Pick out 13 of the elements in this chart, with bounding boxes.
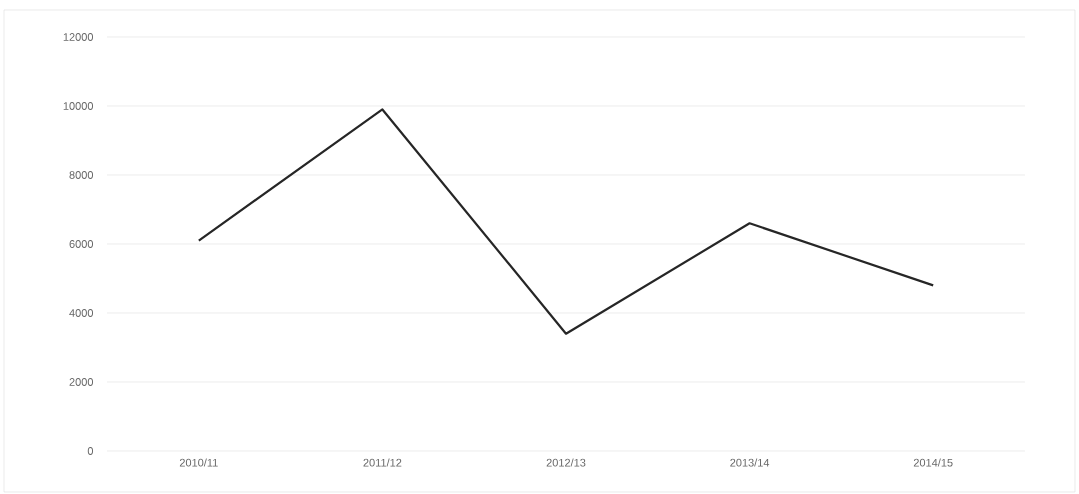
x-tick-label: 2013/14 (730, 458, 770, 467)
x-tick-label: 2010/11 (179, 458, 218, 467)
x-tick-label: 2011/12 (363, 458, 402, 467)
y-tick-label: 0 (87, 447, 94, 455)
line-series (197, 108, 935, 335)
y-tick-label: 8000 (69, 171, 94, 179)
x-tick-label: 2014/15 (913, 458, 953, 467)
y-tick-label: 6000 (69, 240, 94, 248)
x-tick-label: 2012/13 (546, 458, 586, 467)
y-tick-label: 2000 (69, 378, 94, 386)
y-tick-label: 12000 (63, 33, 94, 41)
y-tick-label: 10000 (63, 102, 94, 110)
y-tick-label: 4000 (69, 309, 94, 317)
